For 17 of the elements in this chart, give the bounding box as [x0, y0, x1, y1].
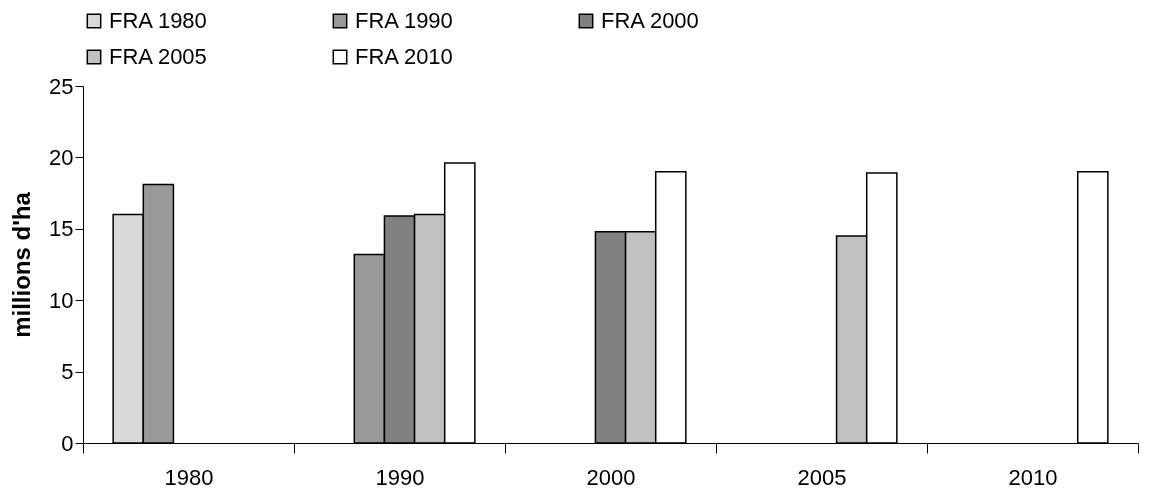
legend-label: FRA 2005 [109, 44, 207, 69]
y-tick-label: 15 [49, 216, 74, 242]
legend-label: FRA 1990 [355, 8, 453, 33]
x-tick-label: 2005 [797, 464, 847, 490]
y-tick-label: 20 [49, 144, 74, 170]
y-tick-label: 5 [61, 359, 74, 385]
y-tick-label: 25 [49, 73, 74, 99]
y-axis-title: millions d'ha [8, 191, 36, 338]
x-tick-label: 1980 [164, 464, 214, 490]
x-tick-label: 2010 [1008, 464, 1058, 490]
legend-label: FRA 2000 [601, 8, 699, 33]
y-tick-label: 10 [49, 287, 74, 313]
legend-label: FRA 1980 [109, 8, 207, 33]
legend-label: FRA 2010 [355, 44, 453, 69]
x-tick-label: 1990 [375, 464, 425, 490]
x-tick-label: 2000 [586, 464, 636, 490]
y-tick-label: 0 [61, 430, 74, 456]
